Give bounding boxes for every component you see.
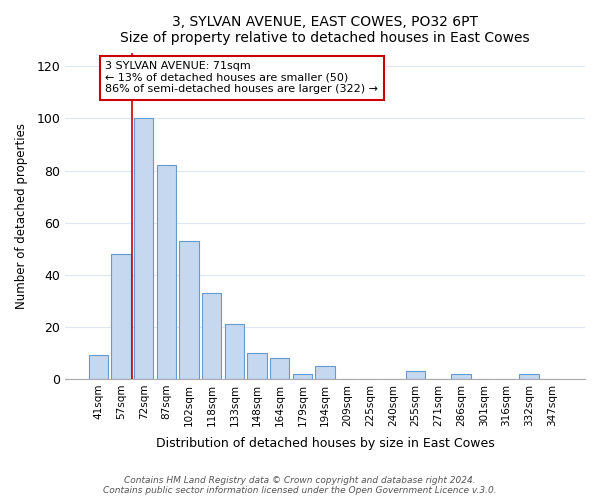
Bar	[316, 366, 335, 379]
Bar	[247, 353, 266, 379]
Bar	[293, 374, 312, 379]
Bar	[134, 118, 154, 379]
Bar	[157, 166, 176, 379]
Bar	[225, 324, 244, 379]
Title: 3, SYLVAN AVENUE, EAST COWES, PO32 6PT
Size of property relative to detached hou: 3, SYLVAN AVENUE, EAST COWES, PO32 6PT S…	[120, 15, 530, 45]
Bar	[270, 358, 289, 379]
Y-axis label: Number of detached properties: Number of detached properties	[15, 123, 28, 309]
Bar	[112, 254, 131, 379]
Bar	[89, 356, 108, 379]
Text: 3 SYLVAN AVENUE: 71sqm
← 13% of detached houses are smaller (50)
86% of semi-det: 3 SYLVAN AVENUE: 71sqm ← 13% of detached…	[105, 61, 378, 94]
Text: Contains HM Land Registry data © Crown copyright and database right 2024.
Contai: Contains HM Land Registry data © Crown c…	[103, 476, 497, 495]
X-axis label: Distribution of detached houses by size in East Cowes: Distribution of detached houses by size …	[155, 437, 494, 450]
Bar	[520, 374, 539, 379]
Bar	[451, 374, 470, 379]
Bar	[202, 293, 221, 379]
Bar	[406, 371, 425, 379]
Bar	[179, 241, 199, 379]
